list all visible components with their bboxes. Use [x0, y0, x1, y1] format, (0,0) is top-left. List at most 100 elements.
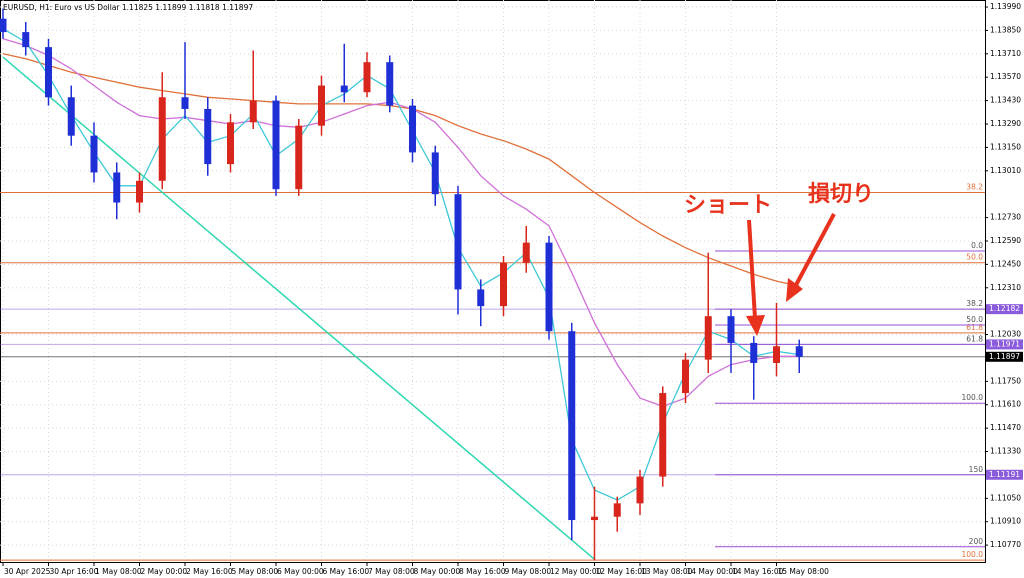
plot-area	[0, 0, 986, 563]
y-tick-label: 1.13990	[990, 2, 1021, 11]
fib-label: 150	[969, 465, 984, 474]
moving-average	[2, 38, 800, 408]
candle-body	[272, 100, 280, 190]
y-tick-label: 1.11470	[990, 423, 1021, 432]
price-box	[986, 351, 1023, 362]
candle-body	[704, 316, 712, 360]
chart-title: EURUSD, H1: Euro vs US Dollar 1.11825 1.…	[3, 3, 253, 12]
x-tick-label: 13 May 08:00	[641, 567, 693, 576]
y-tick-label: 1.12590	[990, 236, 1021, 245]
x-tick-label: 2 May 16:00	[186, 567, 233, 576]
x-tick-label: 6 May 16:00	[323, 567, 370, 576]
candle-body	[545, 242, 553, 332]
y-tick-label: 1.12310	[990, 283, 1021, 292]
y-tick-label: 1.11750	[990, 376, 1021, 385]
candle-body	[613, 503, 621, 517]
y-tick-label: 1.11330	[990, 447, 1021, 456]
y-tick-label: 1.10770	[990, 540, 1021, 549]
x-tick-label: 14 May 00:00	[687, 567, 739, 576]
candle-body	[67, 97, 75, 136]
fib-label: 38.2	[966, 183, 983, 192]
candle-body	[340, 85, 348, 93]
y-tick-label: 1.13430	[990, 96, 1021, 105]
moving-average	[2, 28, 800, 501]
x-tick-label: 9 May 08:00	[505, 567, 552, 576]
candle-body	[795, 346, 803, 357]
price-box	[986, 339, 1023, 350]
candle-body	[431, 152, 439, 195]
candle-body	[500, 262, 507, 307]
x-tick-label: 7 May 08:00	[368, 567, 415, 576]
candle-body	[454, 194, 462, 290]
plot: 38.250.061.8100.00.038.250.061.8100.0150…	[0, 8, 985, 561]
fib-label: 38.2	[966, 299, 983, 308]
y-tick-label: 1.11050	[990, 493, 1021, 502]
y-tick-label: 1.13570	[990, 72, 1021, 81]
candle-body	[659, 393, 667, 477]
fib-label: 0.0	[971, 241, 983, 250]
candle-body	[181, 97, 189, 109]
fib-label: 200	[969, 537, 984, 546]
candle-body	[45, 47, 52, 98]
candle-body	[318, 85, 325, 126]
candle-body	[773, 346, 780, 363]
x-tick-label: 8 May 00:00	[414, 567, 461, 576]
candle-body	[227, 122, 234, 165]
y-tick-label: 1.12730	[990, 213, 1021, 222]
price-label: 1.11191	[989, 470, 1020, 479]
annotation: 損切り	[808, 182, 874, 207]
x-tick-label: 6 May 00:00	[277, 567, 324, 576]
y-tick-label: 1.13710	[990, 49, 1021, 58]
x-tick-label: 30 Apr 2025	[4, 567, 51, 576]
moving-average	[2, 53, 800, 287]
x-tick-label: 12 May 00:00	[550, 567, 602, 576]
arrow	[746, 219, 765, 336]
candle-body	[636, 476, 644, 504]
candle-body	[295, 125, 303, 190]
fib-label: 100.0	[962, 550, 984, 559]
price-box	[986, 304, 1023, 315]
y-tick-label: 1.13850	[990, 25, 1021, 34]
y-tick-label: 1.10910	[990, 517, 1021, 526]
fib-label: 61.8	[966, 323, 983, 332]
y-tick-label: 1.12030	[990, 330, 1021, 339]
price-label: 1.11897	[989, 352, 1020, 361]
candle-body	[249, 100, 257, 123]
fib-label: 50.0	[966, 315, 983, 324]
candle-body	[386, 62, 394, 106]
candle-body	[90, 135, 98, 173]
x-tick-label: 2 May 00:00	[141, 567, 188, 576]
x-tick-label: 15 May 08:00	[778, 567, 830, 576]
candle-body	[682, 359, 689, 394]
fib-label: 61.8	[966, 334, 983, 343]
x-tick-label: 30 Apr 16:00	[50, 567, 99, 576]
candle-body	[363, 62, 371, 93]
price-label: 1.11971	[989, 339, 1020, 348]
x-tick-label: 12 May 16:00	[596, 567, 648, 576]
candle-body	[204, 108, 212, 165]
y-tick-label: 1.11610	[990, 400, 1021, 409]
y-tick-label: 1.13010	[990, 166, 1021, 175]
candle-body	[522, 242, 530, 263]
candle-body	[0, 18, 7, 33]
candle-body	[750, 342, 758, 363]
candle-body	[22, 32, 30, 48]
x-tick-label: 5 May 08:00	[232, 567, 279, 576]
candle-body	[113, 172, 121, 203]
y-tick-label: 1.13150	[990, 142, 1021, 151]
fib-label: 50.0	[966, 253, 983, 262]
x-tick-label: 14 May 16:00	[732, 567, 784, 576]
candle-body	[477, 289, 485, 307]
x-tick-label: 8 May 16:00	[459, 567, 506, 576]
price-box	[986, 469, 1023, 480]
candle-body	[409, 105, 416, 153]
candle-body	[568, 331, 576, 521]
arrow	[786, 213, 836, 302]
y-tick-label: 1.12450	[990, 259, 1021, 268]
candle-body	[727, 316, 735, 343]
trendline	[2, 56, 595, 560]
fib-label: 100.0	[962, 393, 984, 402]
candle-body	[591, 516, 598, 521]
y-tick-label: 1.13290	[990, 119, 1021, 128]
